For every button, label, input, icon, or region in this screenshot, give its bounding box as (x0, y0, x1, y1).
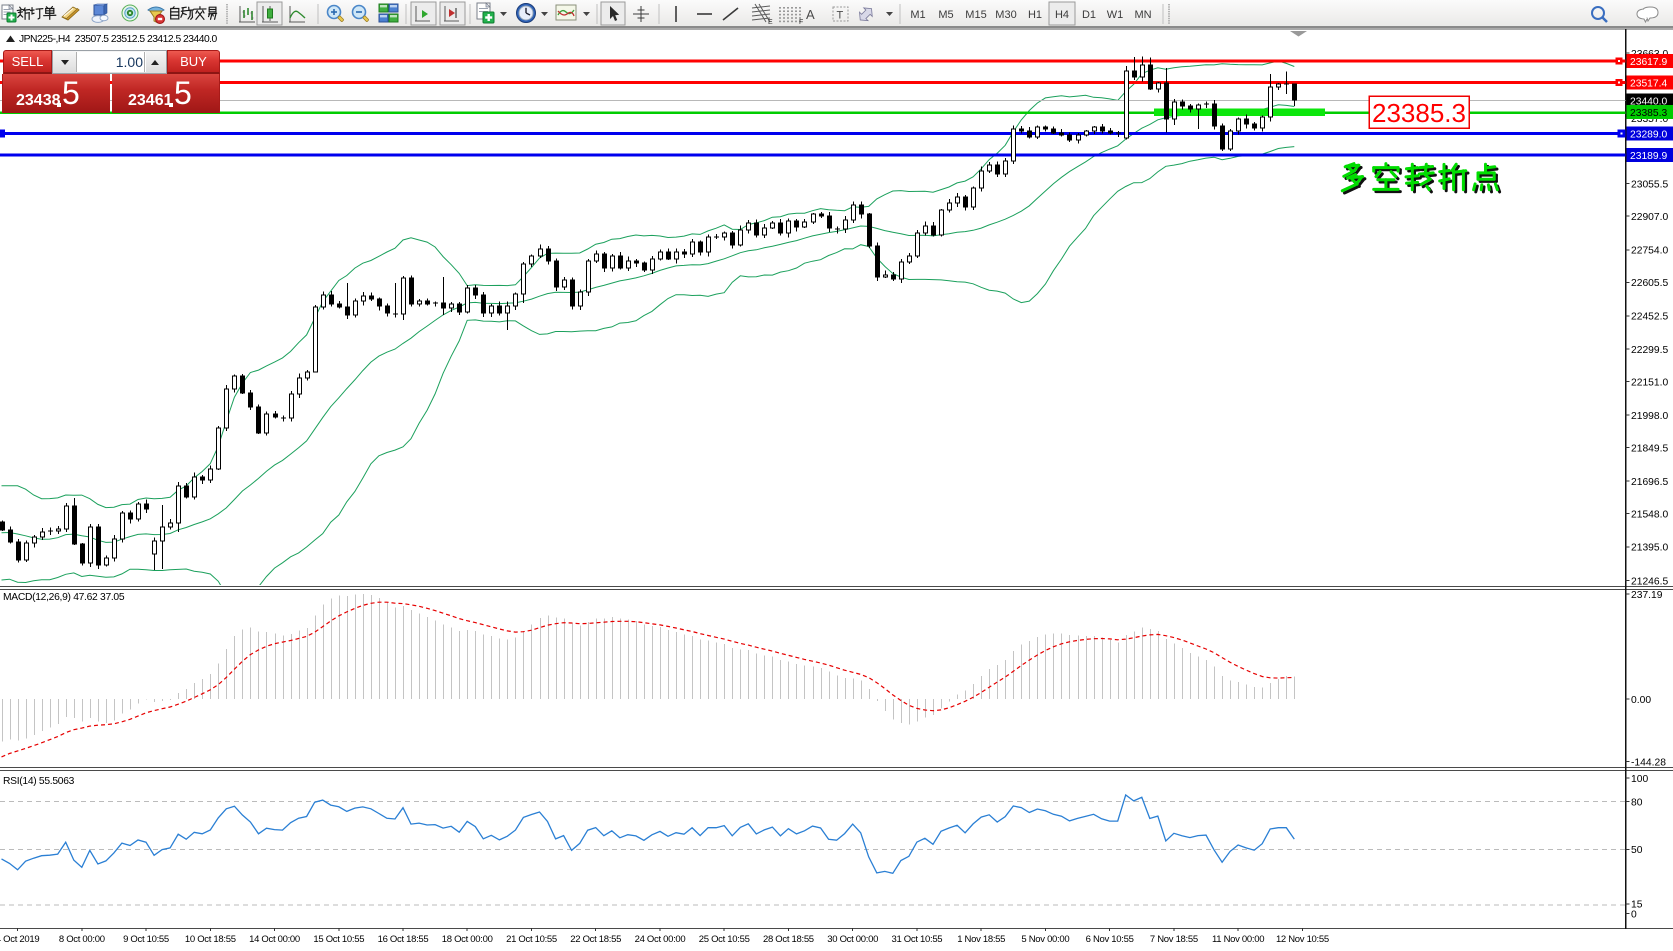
svg-text:8 Oct 00:00: 8 Oct 00:00 (59, 934, 105, 945)
svg-text:237.19: 237.19 (1631, 590, 1663, 601)
svg-text:22907.0: 22907.0 (1631, 212, 1668, 223)
svg-text:12 Nov 10:55: 12 Nov 10:55 (1276, 934, 1329, 945)
svg-text:22452.5: 22452.5 (1631, 312, 1668, 323)
svg-text:80: 80 (1631, 797, 1643, 808)
svg-text:D1: D1 (1082, 9, 1096, 21)
svg-text:21246.5: 21246.5 (1631, 576, 1668, 587)
svg-text:E: E (768, 19, 773, 26)
svg-text:23440.0: 23440.0 (1630, 97, 1667, 108)
svg-text:H4: H4 (1055, 9, 1069, 21)
svg-text:JPN225-,H4 23507.5 23512.5 23: JPN225-,H4 23507.5 23512.5 23412.5 23440… (19, 34, 218, 45)
svg-text:25 Oct 10:55: 25 Oct 10:55 (699, 934, 750, 945)
svg-text:RSI(14) 55.5063: RSI(14) 55.5063 (3, 776, 75, 787)
svg-text:22605.5: 22605.5 (1631, 278, 1668, 289)
svg-text:18 Oct 00:00: 18 Oct 00:00 (442, 934, 493, 945)
svg-text:M30: M30 (995, 9, 1016, 21)
svg-text:22299.5: 22299.5 (1631, 345, 1668, 356)
svg-text:23357.0: 23357.0 (1631, 114, 1668, 125)
svg-text:100: 100 (1631, 774, 1648, 785)
svg-text:MN: MN (1134, 9, 1151, 21)
svg-text:23055.5: 23055.5 (1631, 179, 1668, 190)
svg-text:30 Oct 00:00: 30 Oct 00:00 (827, 934, 878, 945)
svg-text:4 Oct 2019: 4 Oct 2019 (0, 934, 39, 945)
svg-text:1 Nov 18:55: 1 Nov 18:55 (957, 934, 1005, 945)
svg-text:0.00: 0.00 (1631, 695, 1651, 706)
svg-text:31 Oct 10:55: 31 Oct 10:55 (891, 934, 942, 945)
svg-text:15 Oct 10:55: 15 Oct 10:55 (313, 934, 364, 945)
svg-text:M15: M15 (965, 9, 986, 21)
svg-text:A: A (806, 7, 815, 22)
svg-text:T: T (837, 10, 844, 22)
svg-text:MACD(12,26,9) 47.62 37.05: MACD(12,26,9) 47.62 37.05 (3, 592, 125, 603)
svg-text:-144.28: -144.28 (1631, 757, 1666, 768)
svg-text:28 Oct 18:55: 28 Oct 18:55 (763, 934, 814, 945)
svg-text:21696.5: 21696.5 (1631, 477, 1668, 488)
svg-text:23385.3: 23385.3 (1630, 108, 1667, 119)
svg-text:10 Oct 18:55: 10 Oct 18:55 (185, 934, 236, 945)
svg-text:21 Oct 10:55: 21 Oct 10:55 (506, 934, 557, 945)
svg-text:6 Nov 10:55: 6 Nov 10:55 (1086, 934, 1134, 945)
svg-text:M5: M5 (938, 9, 953, 21)
svg-text:23189.9: 23189.9 (1630, 151, 1667, 162)
svg-text:W1: W1 (1107, 9, 1124, 21)
svg-text:22 Oct 18:55: 22 Oct 18:55 (570, 934, 621, 945)
svg-text:23289.0: 23289.0 (1630, 130, 1667, 141)
svg-text:5 Nov 00:00: 5 Nov 00:00 (1021, 934, 1069, 945)
svg-text:15: 15 (1631, 900, 1643, 911)
svg-text:23617.9: 23617.9 (1630, 57, 1667, 68)
svg-text:11 Nov 00:00: 11 Nov 00:00 (1212, 934, 1264, 945)
svg-text:21395.0: 21395.0 (1631, 543, 1668, 554)
svg-text:23385.3: 23385.3 (1372, 98, 1466, 128)
svg-text:21998.0: 21998.0 (1631, 411, 1668, 422)
svg-text:F: F (799, 19, 803, 26)
svg-text:7 Nov 18:55: 7 Nov 18:55 (1150, 934, 1198, 945)
svg-text:9 Oct 10:55: 9 Oct 10:55 (123, 934, 169, 945)
svg-text:24 Oct 00:00: 24 Oct 00:00 (635, 934, 686, 945)
svg-text:22754.0: 22754.0 (1631, 246, 1668, 257)
svg-text:H1: H1 (1028, 9, 1042, 21)
svg-text:21548.0: 21548.0 (1631, 509, 1668, 520)
svg-text:16 Oct 18:55: 16 Oct 18:55 (378, 934, 429, 945)
svg-text:M1: M1 (910, 9, 925, 21)
svg-text:14 Oct 00:00: 14 Oct 00:00 (249, 934, 300, 945)
svg-text:50: 50 (1631, 845, 1643, 856)
svg-text:22151.0: 22151.0 (1631, 378, 1668, 389)
svg-text:23517.4: 23517.4 (1630, 79, 1667, 90)
svg-text:21849.5: 21849.5 (1631, 443, 1668, 454)
svg-text:0: 0 (1631, 909, 1637, 920)
